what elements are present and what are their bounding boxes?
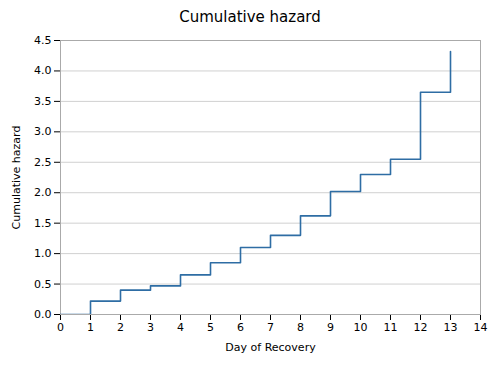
svg-text:3.5: 3.5: [34, 95, 52, 108]
svg-text:0.5: 0.5: [34, 278, 52, 291]
svg-text:Cumulative hazard: Cumulative hazard: [10, 126, 23, 230]
svg-text:2: 2: [117, 321, 124, 334]
svg-text:14: 14: [474, 321, 488, 334]
svg-text:4.5: 4.5: [34, 34, 52, 47]
svg-text:6: 6: [237, 321, 244, 334]
svg-text:0.0: 0.0: [34, 308, 52, 321]
svg-text:10: 10: [354, 321, 368, 334]
svg-text:13: 13: [444, 321, 458, 334]
svg-text:1: 1: [87, 321, 94, 334]
svg-text:12: 12: [414, 321, 428, 334]
html-text:Cumulative hazard: Cumulative hazard: [179, 8, 321, 26]
svg-text:4.0: 4.0: [34, 64, 52, 77]
svg-text:8: 8: [297, 321, 304, 334]
svg-text:7: 7: [267, 321, 274, 334]
svg-text:2.0: 2.0: [34, 186, 52, 199]
svg-text:11: 11: [384, 321, 398, 334]
svg-text:2.5: 2.5: [34, 156, 52, 169]
svg-text:Day of Recovery: Day of Recovery: [225, 341, 316, 354]
svg-text:3: 3: [147, 321, 154, 334]
svg-text:4: 4: [177, 321, 184, 334]
svg-text:1.5: 1.5: [34, 217, 52, 230]
svg-text:5: 5: [207, 321, 214, 334]
svg-text:0: 0: [57, 321, 64, 334]
svg-text:1.0: 1.0: [34, 247, 52, 260]
svg-text:9: 9: [327, 321, 334, 334]
svg-text:3.0: 3.0: [34, 125, 52, 138]
